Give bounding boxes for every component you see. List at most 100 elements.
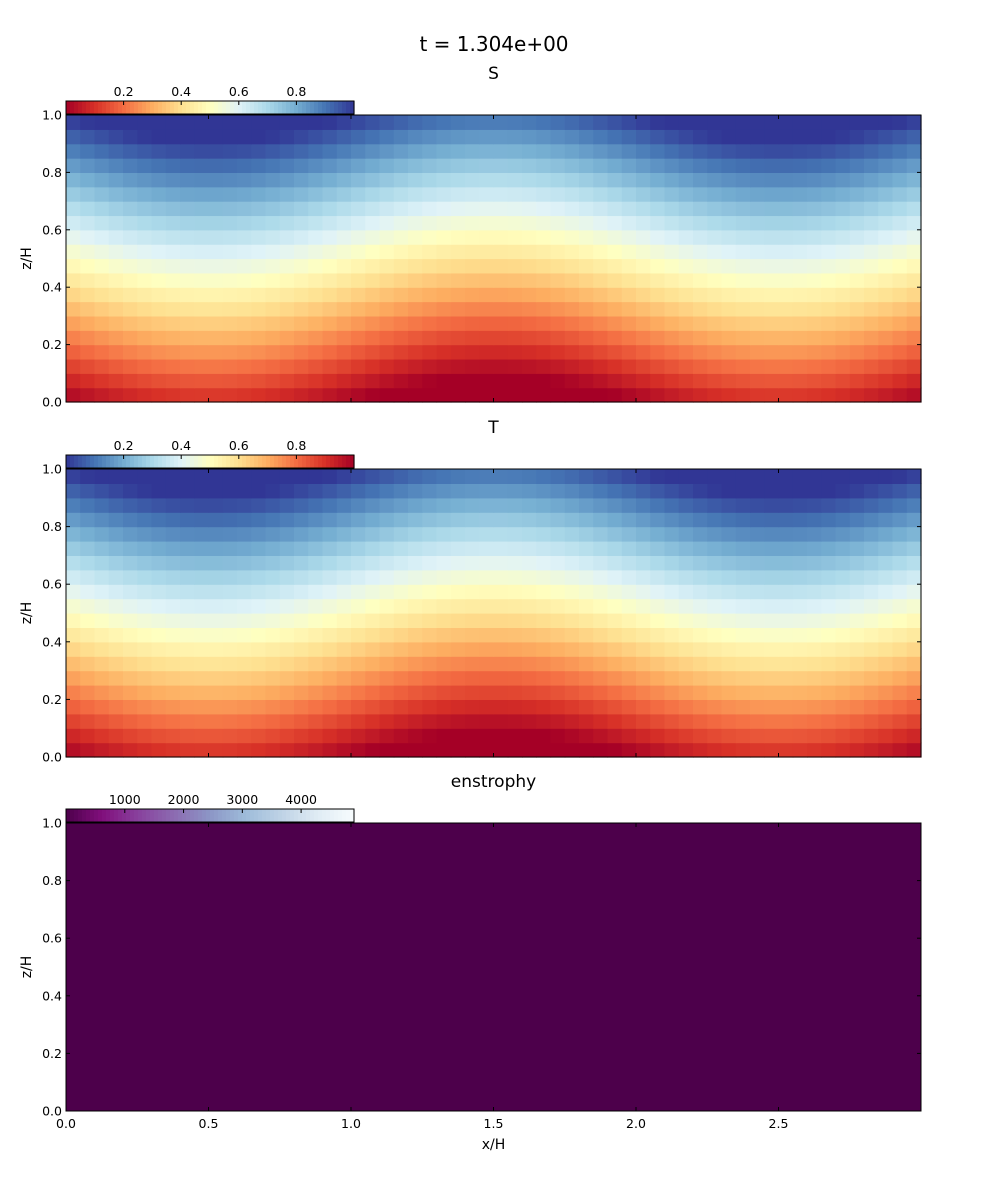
- heatmap-cell: [180, 483, 195, 499]
- heatmap-cell: [408, 742, 423, 758]
- heatmap-cell: [764, 670, 780, 686]
- heatmap-cell: [835, 315, 851, 331]
- heatmap-cell: [108, 201, 124, 217]
- heatmap-cell: [465, 526, 480, 542]
- heatmap-cell: [222, 613, 238, 628]
- heatmap-cell: [735, 186, 751, 202]
- heatmap-cell: [579, 497, 594, 513]
- heatmap-cell: [279, 287, 295, 303]
- heatmap-cell: [507, 541, 523, 556]
- heatmap-cell: [678, 641, 694, 657]
- heatmap-cell: [365, 742, 381, 758]
- heatmap-cell: [864, 483, 879, 499]
- heatmap-cell: [507, 129, 523, 145]
- heatmap-cell: [906, 158, 922, 173]
- y-tick-label: 0.8: [42, 873, 62, 888]
- heatmap-cell: [379, 287, 395, 303]
- colorbar-segment: [206, 809, 211, 822]
- heatmap-cell: [878, 526, 894, 542]
- heatmap-cell: [550, 713, 566, 729]
- heatmap-cell: [123, 541, 138, 556]
- heatmap-cell: [66, 115, 81, 130]
- heatmap-cell: [807, 699, 822, 715]
- heatmap-cell: [892, 272, 908, 288]
- heatmap-cell: [408, 555, 423, 571]
- heatmap-cell: [892, 656, 908, 672]
- heatmap-cell: [436, 129, 452, 145]
- heatmap-cell: [906, 186, 922, 202]
- heatmap-cell: [507, 201, 523, 217]
- heatmap-cell: [693, 526, 708, 542]
- heatmap-cell: [94, 272, 110, 288]
- heatmap-cell: [878, 129, 894, 145]
- heatmap-cell: [906, 301, 922, 317]
- heatmap-cell: [393, 641, 409, 657]
- heatmap-cell: [522, 627, 537, 643]
- heatmap-cell: [621, 699, 637, 715]
- heatmap-cell: [308, 373, 324, 389]
- heatmap-cell: [621, 685, 637, 700]
- heatmap-cell: [308, 229, 324, 245]
- heatmap-cell: [450, 613, 466, 628]
- heatmap-cell: [493, 742, 509, 758]
- heatmap-cell: [450, 728, 466, 744]
- heatmap-cell: [137, 172, 153, 188]
- heatmap-cell: [465, 512, 480, 528]
- heatmap-cell: [379, 158, 395, 173]
- heatmap-cell: [878, 229, 894, 245]
- heatmap-cell: [493, 641, 509, 657]
- heatmap-cell: [137, 541, 153, 556]
- colorbar-segment: [98, 809, 103, 822]
- heatmap-cell: [308, 483, 324, 499]
- heatmap-cell: [151, 469, 167, 484]
- heatmap-cell: [408, 598, 423, 614]
- heatmap-cell: [807, 143, 822, 159]
- heatmap-cell: [664, 598, 680, 614]
- heatmap-cell: [365, 569, 381, 585]
- heatmap-cell: [707, 627, 723, 643]
- heatmap-cell: [94, 512, 110, 528]
- heatmap-cell: [279, 555, 295, 571]
- heatmap-cell: [436, 598, 452, 614]
- heatmap-cell: [465, 143, 480, 159]
- heatmap-cell: [165, 569, 181, 585]
- heatmap-cell: [579, 358, 594, 374]
- heatmap-cell: [564, 699, 580, 715]
- heatmap-cell: [94, 129, 110, 145]
- heatmap-cell: [536, 229, 552, 245]
- heatmap-cell: [365, 555, 381, 571]
- heatmap-cell: [792, 512, 808, 528]
- heatmap-cell: [194, 728, 210, 744]
- colorbar-segment: [342, 455, 347, 468]
- heatmap-cell: [750, 272, 765, 288]
- heatmap-cell: [650, 158, 666, 173]
- heatmap-cell: [636, 555, 651, 571]
- heatmap-cell: [408, 287, 423, 303]
- heatmap-cell: [194, 555, 210, 571]
- heatmap-cell: [550, 344, 566, 360]
- heatmap-cell: [792, 287, 808, 303]
- heatmap-cell: [322, 713, 338, 729]
- heatmap-cell: [906, 172, 922, 188]
- heatmap-cell: [678, 713, 694, 729]
- colorbar-segment: [290, 809, 295, 822]
- colorbar-segment: [242, 101, 247, 114]
- heatmap-cell: [294, 685, 309, 700]
- heatmap-cell: [892, 469, 908, 484]
- colorbar-segment: [214, 455, 219, 468]
- heatmap-cell: [265, 143, 281, 159]
- heatmap-cell: [308, 201, 324, 217]
- heatmap-cell: [664, 497, 680, 513]
- heatmap-cell: [408, 387, 423, 403]
- heatmap-cell: [593, 469, 609, 484]
- heatmap-cell: [408, 656, 423, 672]
- heatmap-cell: [764, 555, 780, 571]
- colorbar-segment: [326, 809, 331, 822]
- heatmap-cell: [208, 728, 224, 744]
- heatmap-cell: [579, 143, 594, 159]
- heatmap-cell: [194, 330, 210, 346]
- heatmap-cell: [265, 258, 281, 274]
- heatmap-cell: [379, 258, 395, 274]
- heatmap-cell: [778, 742, 794, 758]
- heatmap-cell: [536, 272, 552, 288]
